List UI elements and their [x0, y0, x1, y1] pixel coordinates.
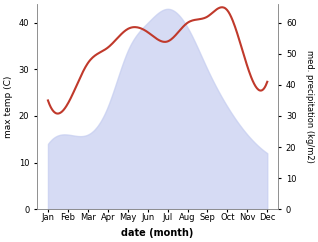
- Y-axis label: med. precipitation (kg/m2): med. precipitation (kg/m2): [305, 50, 314, 163]
- X-axis label: date (month): date (month): [121, 228, 194, 238]
- Y-axis label: max temp (C): max temp (C): [4, 76, 13, 138]
